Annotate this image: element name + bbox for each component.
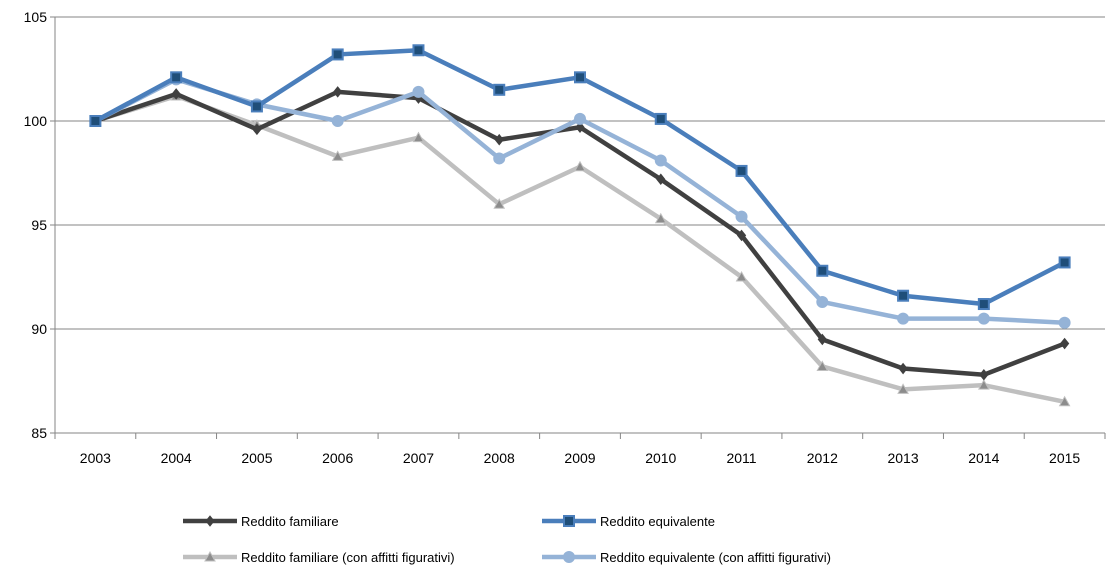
series-line	[93, 48, 1067, 307]
legend-item: Reddito equivalente	[542, 514, 715, 529]
data-point	[817, 333, 827, 346]
data-point	[252, 123, 262, 136]
legend-label: Reddito familiare (con affitti figurativ…	[241, 550, 455, 565]
legend-label: Reddito equivalente (con affitti figurat…	[600, 550, 831, 565]
data-point	[493, 198, 506, 209]
legend-swatch-marker	[204, 550, 216, 562]
legend-item: Reddito familiare	[183, 514, 339, 529]
x-tick-label: 2009	[564, 450, 595, 466]
x-tick-label: 2010	[645, 450, 676, 466]
data-point	[654, 112, 667, 125]
data-point	[1058, 395, 1071, 407]
y-tick-label: 100	[24, 113, 48, 129]
data-point	[574, 112, 586, 125]
y-tick-label: 85	[31, 425, 47, 441]
data-point	[331, 150, 344, 161]
data-point	[1058, 316, 1071, 329]
data-point	[977, 298, 990, 311]
data-point	[494, 133, 504, 146]
legend-swatch-marker	[205, 515, 215, 527]
x-tick-label: 2014	[968, 450, 999, 466]
y-tick-label: 105	[24, 9, 48, 25]
series-line	[93, 93, 1067, 405]
data-point	[735, 270, 748, 282]
x-tick-label: 2015	[1049, 450, 1080, 466]
data-point	[333, 86, 343, 98]
y-axis-ticks: 85 90 95 100 105	[24, 9, 55, 441]
legend-item: Reddito equivalente (con affitti figurat…	[542, 550, 831, 565]
legend-swatch-marker	[563, 551, 575, 563]
series-2	[89, 90, 1071, 407]
data-point	[89, 115, 102, 127]
data-point	[574, 71, 586, 84]
data-point	[897, 289, 910, 302]
series-0	[90, 86, 1070, 381]
data-point	[735, 164, 748, 177]
data-point	[654, 154, 667, 167]
data-point	[1059, 337, 1070, 350]
data-point	[412, 44, 425, 57]
data-point	[493, 83, 506, 96]
y-tick-label: 95	[31, 217, 47, 233]
gridlines	[55, 16, 1105, 434]
data-point	[575, 121, 585, 134]
x-tick-label: 2008	[484, 450, 515, 466]
data-point	[331, 115, 344, 127]
data-point	[574, 160, 586, 172]
series-1	[89, 44, 1071, 311]
data-point	[977, 379, 990, 390]
data-point	[412, 131, 425, 143]
legend: Reddito familiare Reddito equivalente Redd…	[183, 514, 831, 565]
legend-swatch-marker	[563, 515, 575, 527]
data-point	[1058, 256, 1071, 269]
x-tick-label: 2013	[887, 450, 918, 466]
data-point	[816, 360, 829, 371]
data-point	[897, 312, 910, 325]
data-point	[816, 295, 829, 308]
x-tick-label: 2012	[807, 450, 838, 466]
x-tick-label: 2011	[726, 450, 756, 466]
data-point	[656, 173, 666, 186]
data-point	[331, 48, 344, 61]
data-point	[898, 362, 908, 375]
data-point	[171, 88, 181, 100]
data-point	[250, 100, 263, 113]
x-tick-label: 2003	[80, 450, 111, 466]
data-point	[979, 368, 989, 381]
x-tick-label: 2004	[161, 450, 192, 466]
x-tick-label: 2005	[241, 450, 272, 466]
data-point	[493, 152, 506, 165]
legend-item: Reddito familiare (con affitti figurativ…	[183, 550, 455, 565]
data-point	[897, 383, 909, 394]
series-line	[93, 89, 1067, 378]
series-3	[89, 73, 1071, 329]
data-point	[412, 85, 425, 98]
x-axis: 2003 2004 2005 2006 2007 2008 2009 2010 2011 2012…	[54, 17, 1106, 466]
x-tick-label: 2006	[322, 450, 353, 466]
data-point	[170, 71, 183, 84]
x-tick-label: 2007	[403, 450, 434, 466]
y-tick-label: 90	[31, 321, 47, 337]
data-point	[816, 264, 829, 277]
data-point	[654, 212, 667, 224]
series-group	[89, 44, 1071, 407]
data-point	[736, 229, 747, 242]
legend-label: Reddito equivalente	[600, 514, 715, 529]
legend-label: Reddito familiare	[241, 514, 339, 529]
data-point	[735, 210, 748, 223]
data-point	[977, 312, 990, 325]
